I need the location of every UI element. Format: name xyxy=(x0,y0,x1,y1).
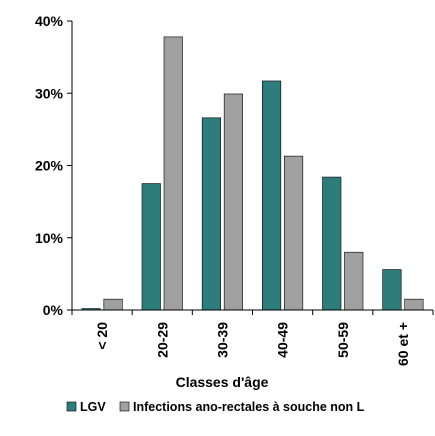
bar-lgv-3 xyxy=(201,117,221,311)
x-tick-label: 40-49 xyxy=(275,322,291,358)
bars-group xyxy=(81,36,424,311)
bar-non-l-4 xyxy=(284,155,304,311)
legend-label-non-l: Infections ano-rectales à souche non L xyxy=(133,400,365,414)
y-tick-label: 0% xyxy=(43,302,64,318)
bar-lgv-2 xyxy=(141,183,161,311)
bar-non-l-3 xyxy=(223,93,243,311)
x-tick-label: 30-39 xyxy=(214,322,230,358)
x-ticks-group: < 20 20-29 30-39 40-49 50-59 60 et + xyxy=(71,310,434,366)
bar-non-l-6 xyxy=(404,298,424,311)
legend-label-lgv: LGV xyxy=(80,400,106,414)
y-tick-label: 40% xyxy=(35,13,64,29)
legend: LGV Infections ano-rectales à souche non… xyxy=(66,400,365,414)
x-tick-label: 60 et + xyxy=(395,322,411,366)
bar-non-l-5 xyxy=(344,251,364,311)
bar-non-l-2 xyxy=(163,36,183,311)
x-axis-title: Classes d'âge xyxy=(176,374,269,390)
legend-swatch-lgv xyxy=(66,401,77,412)
y-tick-label: 10% xyxy=(35,230,64,246)
y-ticks-group: 0% 10% 20% 30% 40% xyxy=(35,13,72,318)
x-tick-label: < 20 xyxy=(94,322,110,350)
bar-lgv-4 xyxy=(262,80,282,311)
y-tick-label: 30% xyxy=(35,85,64,101)
axes-group xyxy=(71,21,433,311)
bar-lgv-5 xyxy=(322,176,342,311)
x-tick-label: 50-59 xyxy=(335,322,351,358)
x-tick-label: 20-29 xyxy=(154,322,170,358)
legend-swatch-non-l xyxy=(119,401,130,412)
bar-lgv-6 xyxy=(382,269,402,311)
bar-non-l-1 xyxy=(103,298,123,311)
y-tick-label: 20% xyxy=(35,158,64,174)
